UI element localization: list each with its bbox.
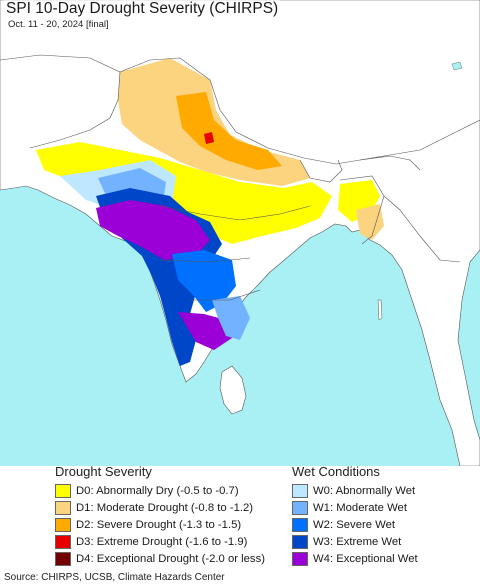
legend-item-w1: W1: Moderate Wet [292,500,407,516]
swatch [292,484,308,498]
swatch [292,501,308,515]
swatch [55,518,71,532]
legend-label: W0: Abnormally Wet [313,485,416,497]
map-subtitle: Oct. 11 - 20, 2024 [final] [6,19,111,30]
legend-label: D1: Moderate Drought (-0.8 to -1.2) [76,502,254,514]
sri-lanka [219,365,247,415]
swatch [55,535,71,549]
legend-label: W3: Extreme Wet [313,536,402,548]
legend-label: W1: Moderate Wet [313,502,407,514]
legend-item-w2: W2: Severe Wet [292,517,395,533]
map-title: SPI 10-Day Drought Severity (CHIRPS) [4,0,281,18]
d0-plains [36,142,332,244]
legend-item-d4: D4: Exceptional Drought (-2.0 or less) [55,551,265,567]
wet-legend-title: Wet Conditions [292,464,380,479]
legend-label: D3: Extreme Drought (-1.6 to -1.9) [76,536,248,548]
drought-map [0,0,480,466]
w1-south [212,296,250,340]
andaman-islands [377,299,383,321]
borders [0,54,480,301]
legend-item-d2: D2: Severe Drought (-1.3 to -1.5) [55,517,241,533]
swatch [55,484,71,498]
swatch [292,518,308,532]
d1-east [356,204,384,240]
legend-item-d3: D3: Extreme Drought (-1.6 to -1.9) [55,534,247,550]
w4-gujarat [96,200,210,260]
lake [451,61,463,71]
swatch [55,552,71,566]
legend-item-w4: W4: Exceptional Wet [292,551,418,567]
swatch [292,552,308,566]
legend-label: D0: Abnormally Dry (-0.5 to -0.7) [76,485,239,497]
legend-item-w3: W3: Extreme Wet [292,534,401,550]
legend-item-w0: W0: Abnormally Wet [292,483,415,499]
legend-label: W2: Severe Wet [313,519,396,531]
swatch [292,535,308,549]
d2-north [176,92,282,170]
legend-label: D4: Exceptional Drought (-2.0 or less) [76,553,265,565]
legend-item-d1: D1: Moderate Drought (-0.8 to -1.2) [55,500,253,516]
legend-label: W4: Exceptional Wet [313,553,418,565]
source-credit: Source: CHIRPS, UCSB, Climate Hazards Ce… [4,572,225,583]
w4-south [178,312,232,350]
d3-spot [204,132,214,144]
legend: Drought Severity Wet Conditions D0: Abno… [0,464,480,570]
w2-central [172,250,236,312]
legend-item-d0: D0: Abnormally Dry (-0.5 to -0.7) [55,483,239,499]
legend-label: D2: Severe Drought (-1.3 to -1.5) [76,519,242,531]
swatch [55,501,71,515]
drought-legend-title: Drought Severity [55,464,152,479]
